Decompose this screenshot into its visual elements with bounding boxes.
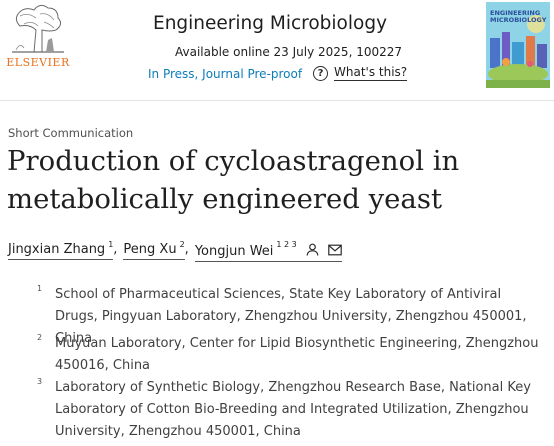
author-link[interactable]: Jingxian Zhang 1 (8, 240, 114, 260)
affiliation-text: School of Pharmaceutical Sciences, State… (55, 287, 527, 346)
author-link[interactable]: Peng Xu 2 (123, 240, 185, 260)
author-separator: , (113, 242, 118, 257)
article-type: Short Communication (8, 126, 134, 140)
affiliation-number: 3 (37, 377, 43, 386)
article-title: Production of cycloastragenol in metabol… (7, 145, 460, 215)
publisher-name: ELSEVIER (6, 56, 70, 69)
availability-date: Available online 23 July 2025, 100227 (175, 45, 403, 59)
author-affiliation-sup: 1 2 3 (276, 240, 297, 249)
corresponding-author-link[interactable]: Yongjun Wei 1 2 3 (194, 240, 343, 262)
article-header: ELSEVIER Engineering Microbiology Availa… (0, 0, 554, 101)
affiliation-text: Muyuan Laboratory, Center for Lipid Bios… (55, 336, 539, 373)
affiliation-number: 1 (37, 284, 43, 293)
journal-cover-thumbnail[interactable]: ENGINEERING MICROBIOLOGY (486, 2, 550, 88)
author-separator: , (184, 242, 189, 257)
cover-artwork (486, 2, 550, 88)
author-affiliation-sup: 1 (108, 240, 114, 249)
author-list: Jingxian Zhang 1 , Peng Xu 2 , Yongjun Wei… (8, 240, 343, 262)
cover-journal-title: ENGINEERING MICROBIOLOGY (490, 9, 547, 24)
header-divider (0, 100, 554, 101)
person-icon (306, 243, 319, 256)
author-name: Yongjun Wei (194, 244, 274, 259)
question-circle-icon: ? (313, 65, 328, 81)
journal-title[interactable]: Engineering Microbiology (153, 13, 388, 34)
tree-logo-icon (6, 2, 68, 54)
author-affiliation-sup: 2 (179, 240, 185, 249)
journal-status-link[interactable]: In Press, Journal Pre-proof (148, 67, 303, 81)
envelope-icon (328, 244, 342, 256)
whats-this-button[interactable]: ? What's this? (313, 65, 408, 81)
elsevier-logo[interactable]: ELSEVIER (4, 2, 70, 70)
author-name: Peng Xu (123, 242, 177, 257)
affiliation-number: 2 (37, 333, 43, 342)
author-name: Jingxian Zhang (8, 242, 106, 257)
affiliation-text: Laboratory of Synthetic Biology, Zhengzh… (55, 380, 531, 439)
whats-this-label: What's this? (334, 65, 408, 81)
